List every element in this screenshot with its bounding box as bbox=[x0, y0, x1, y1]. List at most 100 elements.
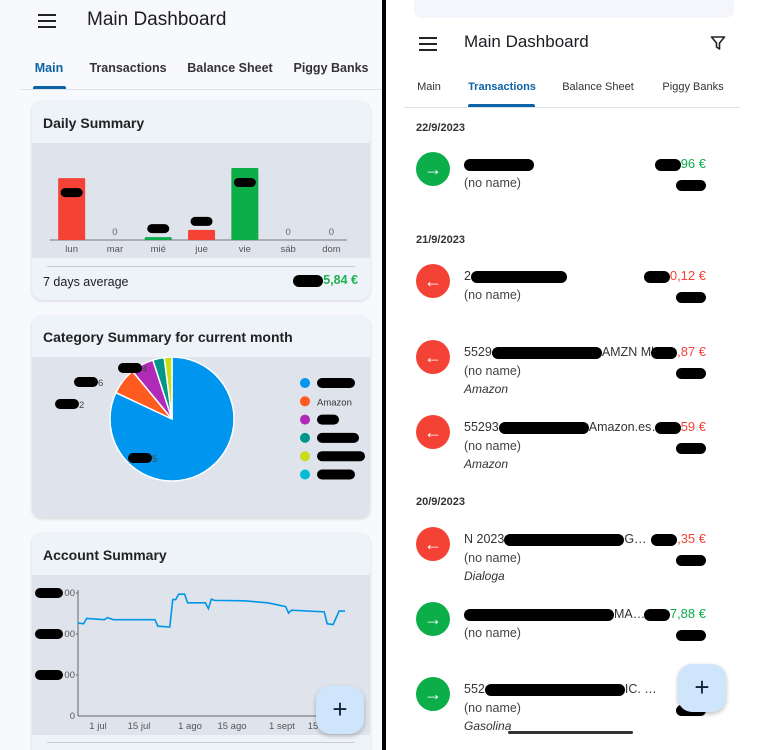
transaction-title: 2 bbox=[464, 269, 567, 283]
tab-balance-sheet[interactable]: Balance Sheet bbox=[187, 61, 273, 75]
category-pie-chart: 5 2 6 4 Amazon bbox=[55, 356, 365, 482]
filter-icon[interactable] bbox=[710, 35, 726, 51]
transaction-amount: 96 € bbox=[654, 156, 706, 171]
x-tick-label: 1 jul bbox=[89, 721, 106, 732]
x-tick-label: vie bbox=[239, 244, 251, 255]
value-redaction bbox=[233, 178, 256, 187]
add-button[interactable]: + bbox=[316, 686, 364, 734]
tab-transactions[interactable]: Transactions bbox=[89, 61, 167, 75]
transaction-row[interactable]: ← N 2023 G… (no name) Dialoga ,35 € bbox=[404, 527, 724, 587]
transaction-row[interactable]: ← 2 (no name) 0,12 € bbox=[404, 264, 724, 324]
x-tick-label: 15 jul bbox=[128, 721, 151, 732]
category-chart-area: 5 2 6 4 Amazon bbox=[32, 356, 370, 518]
tab-piggy-banks[interactable]: Piggy Banks bbox=[662, 81, 724, 93]
y-tick-label: 0 bbox=[70, 711, 75, 722]
legend-marker bbox=[300, 378, 310, 388]
transaction-row[interactable]: → MA… (no name) 7,88 € bbox=[404, 602, 724, 662]
tabs-divider bbox=[404, 107, 740, 108]
redaction bbox=[643, 608, 670, 621]
redaction bbox=[676, 292, 706, 304]
home-indicator bbox=[508, 731, 633, 734]
tab-transactions[interactable]: Transactions bbox=[468, 81, 536, 93]
add-button[interactable]: + bbox=[678, 664, 726, 712]
transaction-amount: ,35 € bbox=[651, 531, 706, 546]
transaction-category: Gasolina bbox=[464, 719, 512, 733]
tab-main[interactable]: Main bbox=[417, 81, 441, 93]
x-tick-label: dom bbox=[322, 244, 341, 255]
tab-balance-sheet[interactable]: Balance Sheet bbox=[562, 81, 634, 93]
transaction-subtitle: (no name) bbox=[464, 701, 521, 715]
pie-slice bbox=[163, 356, 173, 420]
legend-marker bbox=[300, 396, 310, 407]
active-tab-indicator bbox=[468, 104, 535, 107]
y-tick-label: 00 bbox=[64, 629, 75, 640]
y-tick-label: 00 bbox=[64, 670, 75, 681]
transaction-row[interactable]: → (no name) 96 € bbox=[404, 152, 724, 212]
redaction bbox=[676, 180, 706, 192]
transaction-title: MA… bbox=[464, 607, 645, 621]
account-name bbox=[676, 627, 706, 645]
redaction bbox=[676, 630, 706, 642]
legend-redaction bbox=[317, 378, 355, 388]
transaction-row[interactable]: ← 5529 AMZN Mk… (no name) Amazon ,87 € bbox=[404, 340, 724, 400]
x-tick-label: mié bbox=[151, 244, 166, 255]
transaction-row[interactable]: ← 55293 Amazon.es… (no name) Amazon 59 € bbox=[404, 415, 724, 475]
label-redaction bbox=[74, 377, 98, 387]
transaction-amount: 59 € bbox=[654, 419, 706, 434]
arrow-right-icon: → bbox=[416, 602, 450, 636]
value-redaction bbox=[60, 188, 83, 198]
redaction bbox=[676, 368, 706, 380]
transaction-amount: 7,88 € bbox=[643, 606, 706, 621]
transaction-row[interactable]: → 552 IC. … (no name) Gasolina bbox=[404, 677, 724, 737]
balance-line bbox=[77, 593, 346, 628]
bar bbox=[144, 237, 172, 240]
hamburger-icon[interactable] bbox=[419, 37, 437, 51]
transaction-title: 5529 AMZN Mk… bbox=[464, 345, 670, 359]
tab-main[interactable]: Main bbox=[34, 61, 64, 75]
plus-icon: + bbox=[332, 694, 348, 724]
category-summary-card: Category Summary for current month 5 2 6 4 A… bbox=[32, 316, 370, 518]
account-name bbox=[676, 365, 706, 383]
transaction-category: Dialoga bbox=[464, 569, 505, 583]
date-header: 22/9/2023 bbox=[416, 122, 465, 134]
arrow-right-icon: → bbox=[416, 677, 450, 711]
tick-redaction bbox=[35, 588, 63, 598]
top-card-remnant bbox=[414, 0, 734, 18]
card-title: Account Summary bbox=[43, 547, 167, 563]
account-name bbox=[676, 440, 706, 458]
transaction-subtitle: (no name) bbox=[464, 288, 521, 302]
x-tick-label: mar bbox=[107, 244, 123, 255]
transaction-subtitle: (no name) bbox=[464, 551, 521, 565]
x-tick-label: 15 ago bbox=[217, 721, 246, 732]
y-tick-label: 00 bbox=[64, 588, 75, 599]
tab-piggy-banks[interactable]: Piggy Banks bbox=[293, 61, 369, 75]
redaction bbox=[651, 533, 678, 546]
redaction bbox=[498, 421, 589, 434]
redaction bbox=[676, 443, 706, 455]
slice-label: 4 bbox=[142, 364, 147, 375]
bar-value-label: 0 bbox=[112, 227, 117, 238]
x-tick-label: 1 sept bbox=[269, 721, 295, 732]
legend-marker bbox=[300, 469, 310, 480]
hamburger-icon[interactable] bbox=[38, 14, 56, 28]
redaction bbox=[470, 270, 567, 283]
legend-redaction bbox=[317, 432, 359, 443]
redaction bbox=[676, 555, 706, 567]
legend-marker bbox=[300, 414, 310, 425]
divider bbox=[47, 266, 355, 267]
daily-chart-area: lun 0 mar mié jue vie 0 sáb 0 dom bbox=[32, 143, 370, 258]
transaction-subtitle: (no name) bbox=[464, 176, 521, 190]
bar-value-label: 0 bbox=[329, 227, 334, 238]
transaction-title: N 2023 G… bbox=[464, 532, 647, 546]
legend-marker bbox=[300, 451, 310, 462]
left-screen: Main Dashboard Main Transactions Balance… bbox=[0, 0, 382, 750]
transaction-amount: 0,12 € bbox=[643, 268, 706, 283]
redaction bbox=[293, 274, 324, 287]
slice-label: 2 bbox=[79, 400, 84, 411]
legend-marker bbox=[300, 432, 310, 443]
tick-redaction bbox=[35, 629, 63, 639]
transaction-title: 55293 Amazon.es… bbox=[464, 420, 664, 434]
arrow-left-icon: ← bbox=[416, 264, 450, 298]
bar bbox=[188, 229, 216, 240]
redaction bbox=[504, 533, 625, 546]
